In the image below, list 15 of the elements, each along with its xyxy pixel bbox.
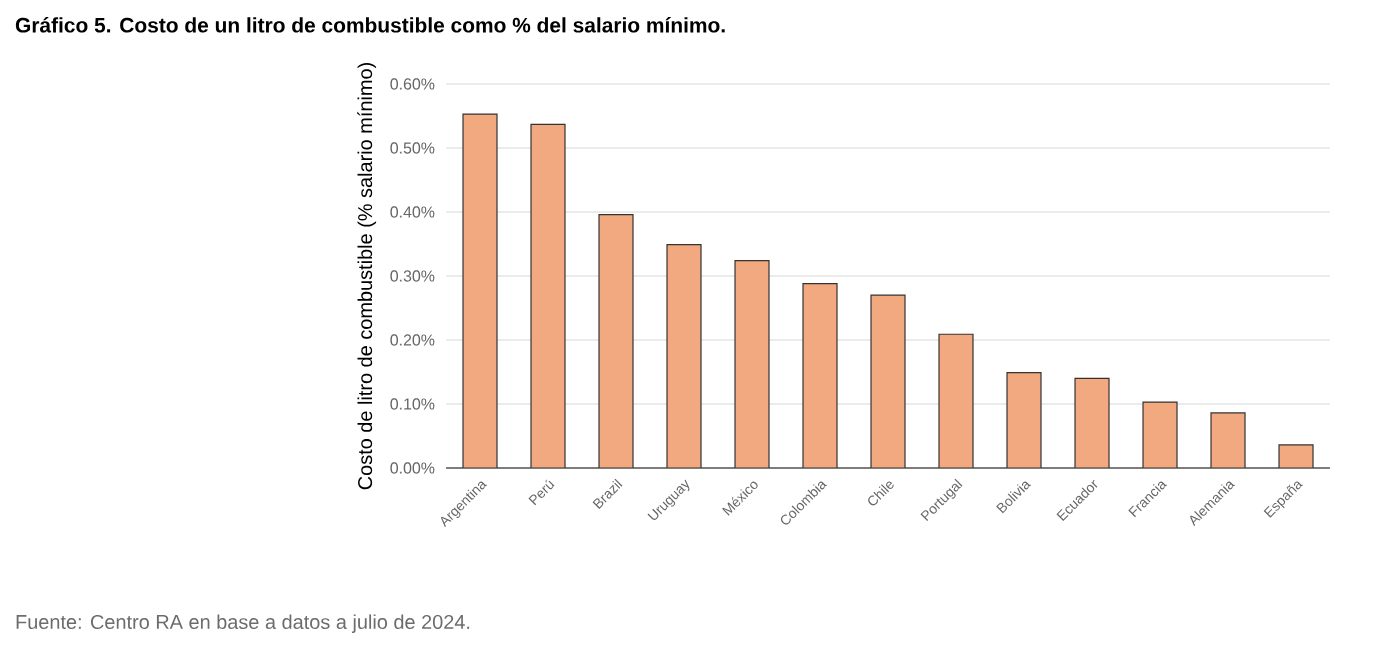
bar	[666, 244, 702, 468]
bar	[1074, 377, 1110, 468]
y-axis-title: Costo de litro de combustible (% salario mínimo)	[357, 63, 377, 490]
bar	[870, 294, 906, 468]
bar	[802, 283, 838, 468]
bar	[1210, 412, 1246, 468]
bar	[1142, 401, 1178, 468]
bar	[938, 333, 974, 468]
chart-title: Gráfico 5. Costo de un litro de combustible como % del salario mínimo.	[15, 17, 725, 33]
source-note: Fuente: Centro RA en base a datos a julio de 2024.	[16, 614, 470, 633]
bar	[598, 213, 634, 468]
bar	[734, 260, 770, 468]
bar	[530, 123, 566, 468]
bar	[462, 113, 498, 468]
bar	[1006, 372, 1042, 468]
